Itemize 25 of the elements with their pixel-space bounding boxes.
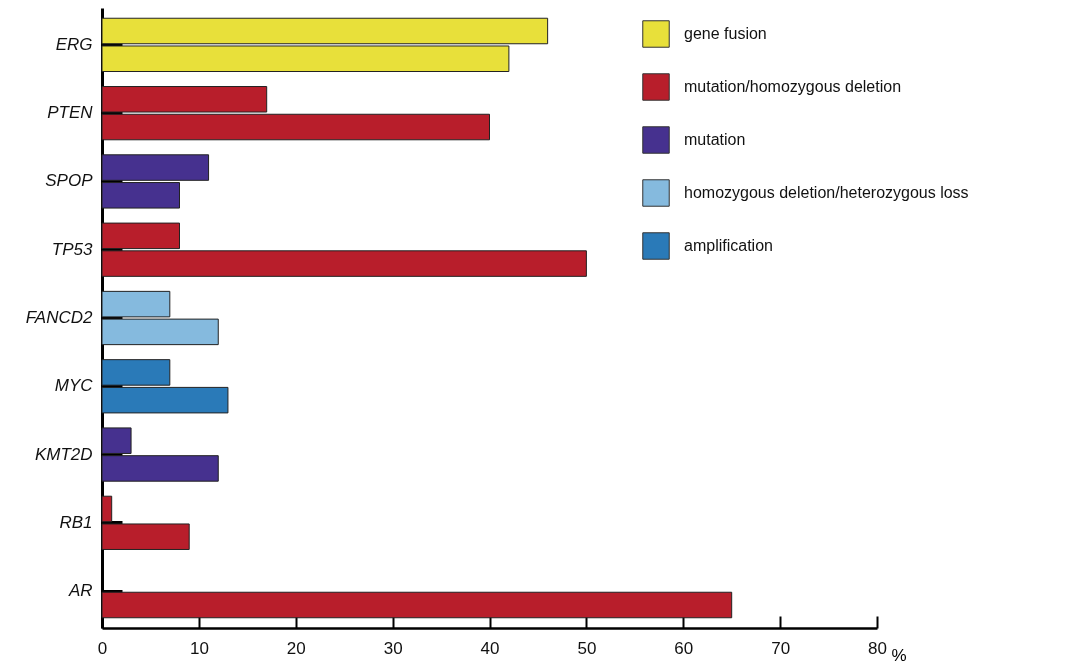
y-tick-label: ERG bbox=[55, 34, 93, 54]
y-tick-label: MYC bbox=[54, 376, 94, 396]
x-tick-label: 0 bbox=[97, 638, 108, 658]
x-tick-label: 30 bbox=[383, 638, 403, 658]
y-tick-label: TP53 bbox=[51, 239, 94, 259]
y-tick-label: PTEN bbox=[47, 103, 94, 123]
x-tick-label: 60 bbox=[674, 638, 694, 658]
bar bbox=[101, 591, 733, 619]
x-tick-label: 40 bbox=[480, 638, 500, 658]
legend-label: mutation/homozygous deletion bbox=[684, 78, 902, 95]
y-tick-label: RB1 bbox=[59, 512, 93, 532]
y-tick-label: FANCD2 bbox=[25, 308, 94, 327]
legend-label: amplification bbox=[684, 237, 773, 254]
y-tick-label: AR bbox=[67, 581, 93, 601]
x-tick-label: 70 bbox=[771, 638, 791, 658]
legend-label: homozygous deletion/heterozygous loss bbox=[684, 184, 969, 201]
x-tick-label: 20 bbox=[286, 638, 306, 658]
x-axis-title: % bbox=[891, 645, 907, 665]
y-tick-label: KMT2D bbox=[34, 444, 93, 464]
legend-label: gene fusion bbox=[684, 25, 767, 42]
x-tick-label: 80 bbox=[868, 638, 887, 658]
legend-label: mutation bbox=[684, 131, 746, 148]
x-tick-label: 10 bbox=[189, 638, 209, 658]
x-tick-label: 50 bbox=[577, 638, 597, 658]
y-tick-label: SPOP bbox=[45, 171, 94, 191]
